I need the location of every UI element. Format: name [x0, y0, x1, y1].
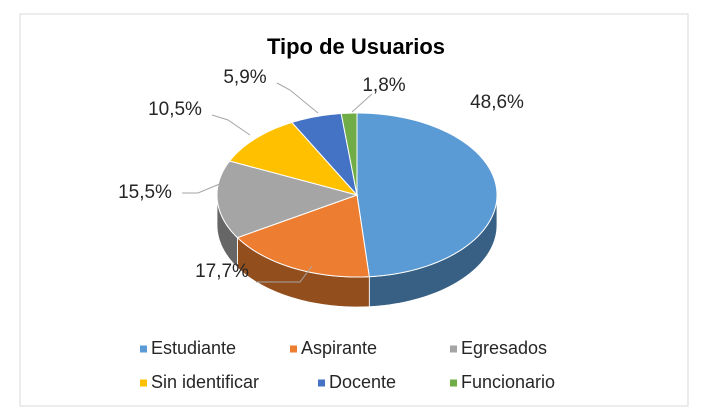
- slice: [340, 112, 358, 196]
- legend-label: Funcionario: [461, 372, 555, 392]
- slice: [290, 112, 358, 197]
- data-label: 15,5%: [118, 182, 172, 203]
- data-label: 1,8%: [362, 75, 405, 96]
- legend-marker: [140, 379, 147, 387]
- legend-label: Estudiante: [151, 338, 236, 358]
- legend-label: Sin identificar: [151, 372, 259, 392]
- chart-title: Tipo de Usuarios: [267, 34, 445, 59]
- legend-marker: [140, 345, 147, 353]
- legend-marker: [290, 345, 297, 353]
- slice: [216, 160, 359, 239]
- leader-line: [276, 82, 319, 114]
- legend-label: Docente: [329, 372, 396, 392]
- legend-marker: [318, 379, 325, 387]
- leader-line: [256, 265, 313, 283]
- data-label: 5,9%: [223, 67, 266, 88]
- slice: [228, 121, 359, 196]
- leader-line: [211, 114, 251, 136]
- legend-marker: [450, 379, 457, 387]
- data-label: 48,6%: [470, 92, 524, 113]
- slice: [356, 112, 498, 278]
- legend-label: Egresados: [461, 338, 547, 358]
- data-label: 10,5%: [148, 99, 202, 120]
- legend-label: Aspirante: [301, 338, 377, 358]
- leader-line: [351, 93, 373, 113]
- leader-line: [182, 182, 223, 194]
- legend-marker: [450, 345, 457, 353]
- data-label: 17,7%: [195, 261, 249, 282]
- slice: [236, 194, 370, 278]
